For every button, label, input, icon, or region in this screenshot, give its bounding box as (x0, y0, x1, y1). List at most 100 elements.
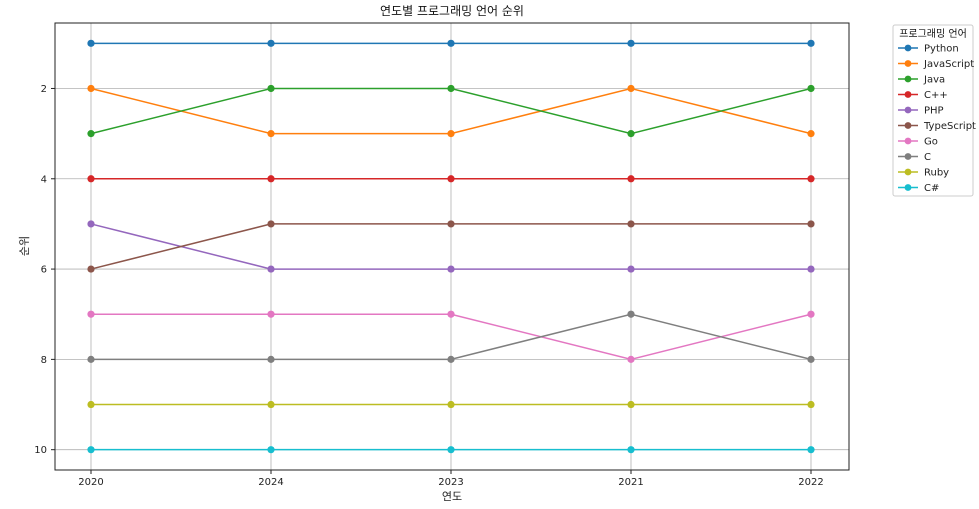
y-tick-label: 10 (34, 445, 47, 456)
y-tick-label: 8 (41, 355, 47, 366)
series-go (87, 310, 815, 363)
series-cpp (87, 175, 815, 183)
data-point-python (447, 39, 455, 47)
x-tick-label: 2023 (438, 477, 463, 488)
data-point-go (87, 310, 95, 318)
data-point-typescript (267, 220, 275, 228)
series-c (87, 310, 815, 363)
x-axis-label: 연도 (442, 490, 462, 503)
data-point-cpp (807, 175, 815, 183)
legend-label: Go (924, 137, 938, 148)
data-point-cpp (627, 175, 635, 183)
data-point-java (267, 84, 275, 93)
data-point-c (627, 310, 635, 318)
data-point-python (627, 39, 635, 47)
data-point-ruby (447, 400, 455, 409)
data-point-python (267, 39, 275, 47)
x-tick-label: 2022 (798, 477, 823, 488)
data-point-java (627, 130, 635, 138)
legend-box (892, 24, 974, 197)
data-point-ruby (627, 400, 635, 409)
data-point-ruby (807, 400, 815, 409)
legend-swatch-marker (904, 122, 912, 129)
data-point-go (447, 310, 455, 318)
data-point-go (267, 310, 275, 318)
data-point-cpp (267, 175, 275, 183)
data-point-javascript (267, 130, 275, 138)
legend-label: Ruby (924, 168, 949, 179)
data-point-java (807, 84, 815, 93)
legend-label: JavaScript (923, 59, 974, 70)
data-point-csharp (87, 446, 95, 454)
x-tick-label: 2020 (78, 477, 103, 488)
series-python (87, 39, 815, 47)
series-java (87, 84, 815, 138)
chart-title: 연도별 프로그래밍 언어 순위 (380, 4, 524, 18)
legend-items: Python JavaScript Java C++ PHP TypeScript Go CR… (898, 44, 976, 194)
legend-item-javascript: JavaScript (898, 59, 974, 70)
data-point-typescript (627, 220, 635, 228)
data-point-python (807, 39, 815, 47)
legend-item-php: PHP (898, 106, 944, 117)
data-point-php (807, 265, 815, 273)
legend-swatch-marker (904, 44, 912, 52)
series-php (87, 220, 815, 273)
data-point-php (87, 220, 95, 228)
legend-swatch-marker (904, 75, 912, 83)
series-javascript (87, 84, 815, 138)
data-point-c (87, 355, 95, 363)
x-axis: 2020 2024 2023 2021 2022 (78, 470, 824, 488)
legend-item-c: C (898, 152, 931, 163)
legend-item-python: Python (898, 44, 959, 55)
legend: 프로그래밍 언어 Python JavaScript Java C++ PHP TypeS… (892, 24, 976, 197)
data-point-cpp (447, 175, 455, 183)
y-tick-label: 2 (41, 84, 47, 95)
legend-label: TypeScript (923, 121, 976, 132)
legend-item-java: Java (898, 75, 945, 86)
legend-swatch-marker (904, 168, 912, 176)
x-tick-label: 2021 (618, 477, 643, 488)
series-csharp (87, 446, 815, 454)
series-typescript (87, 220, 815, 273)
data-point-go (807, 310, 815, 318)
y-axis-label: 순위 (18, 236, 31, 256)
data-point-typescript (87, 265, 95, 273)
x-tick-label: 2024 (258, 477, 283, 488)
data-point-python (87, 39, 95, 47)
data-point-typescript (807, 220, 815, 228)
data-point-php (627, 265, 635, 273)
legend-swatch-marker (904, 91, 912, 98)
legend-swatch-marker (904, 184, 912, 191)
y-tick-label: 4 (41, 174, 47, 185)
legend-label: C++ (924, 90, 948, 101)
data-point-javascript (627, 84, 635, 93)
legend-title: 프로그래밍 언어 (899, 28, 967, 40)
data-point-ruby (267, 400, 275, 409)
legend-item-ruby: Ruby (898, 168, 949, 179)
legend-swatch-marker (904, 106, 912, 114)
legend-label: C (924, 152, 931, 163)
data-point-go (627, 355, 635, 363)
data-point-javascript (87, 84, 95, 93)
legend-item-typescript: TypeScript (898, 121, 976, 132)
series-ruby (87, 400, 815, 409)
data-point-java (87, 130, 95, 138)
y-tick-label: 6 (41, 265, 47, 276)
data-point-javascript (447, 130, 455, 138)
data-point-c (447, 355, 455, 363)
legend-swatch-marker (904, 153, 912, 160)
legend-item-cpp: C++ (898, 90, 948, 101)
data-point-csharp (447, 446, 455, 454)
data-point-c (807, 355, 815, 363)
data-point-java (447, 84, 455, 93)
data-point-csharp (807, 446, 815, 454)
series-group (87, 39, 815, 454)
legend-label: Python (924, 44, 959, 55)
legend-item-csharp: C# (898, 183, 939, 194)
data-point-php (447, 265, 455, 273)
legend-label: Java (923, 75, 945, 86)
legend-swatch-marker (904, 60, 912, 67)
data-point-javascript (807, 130, 815, 138)
data-point-cpp (87, 175, 95, 183)
